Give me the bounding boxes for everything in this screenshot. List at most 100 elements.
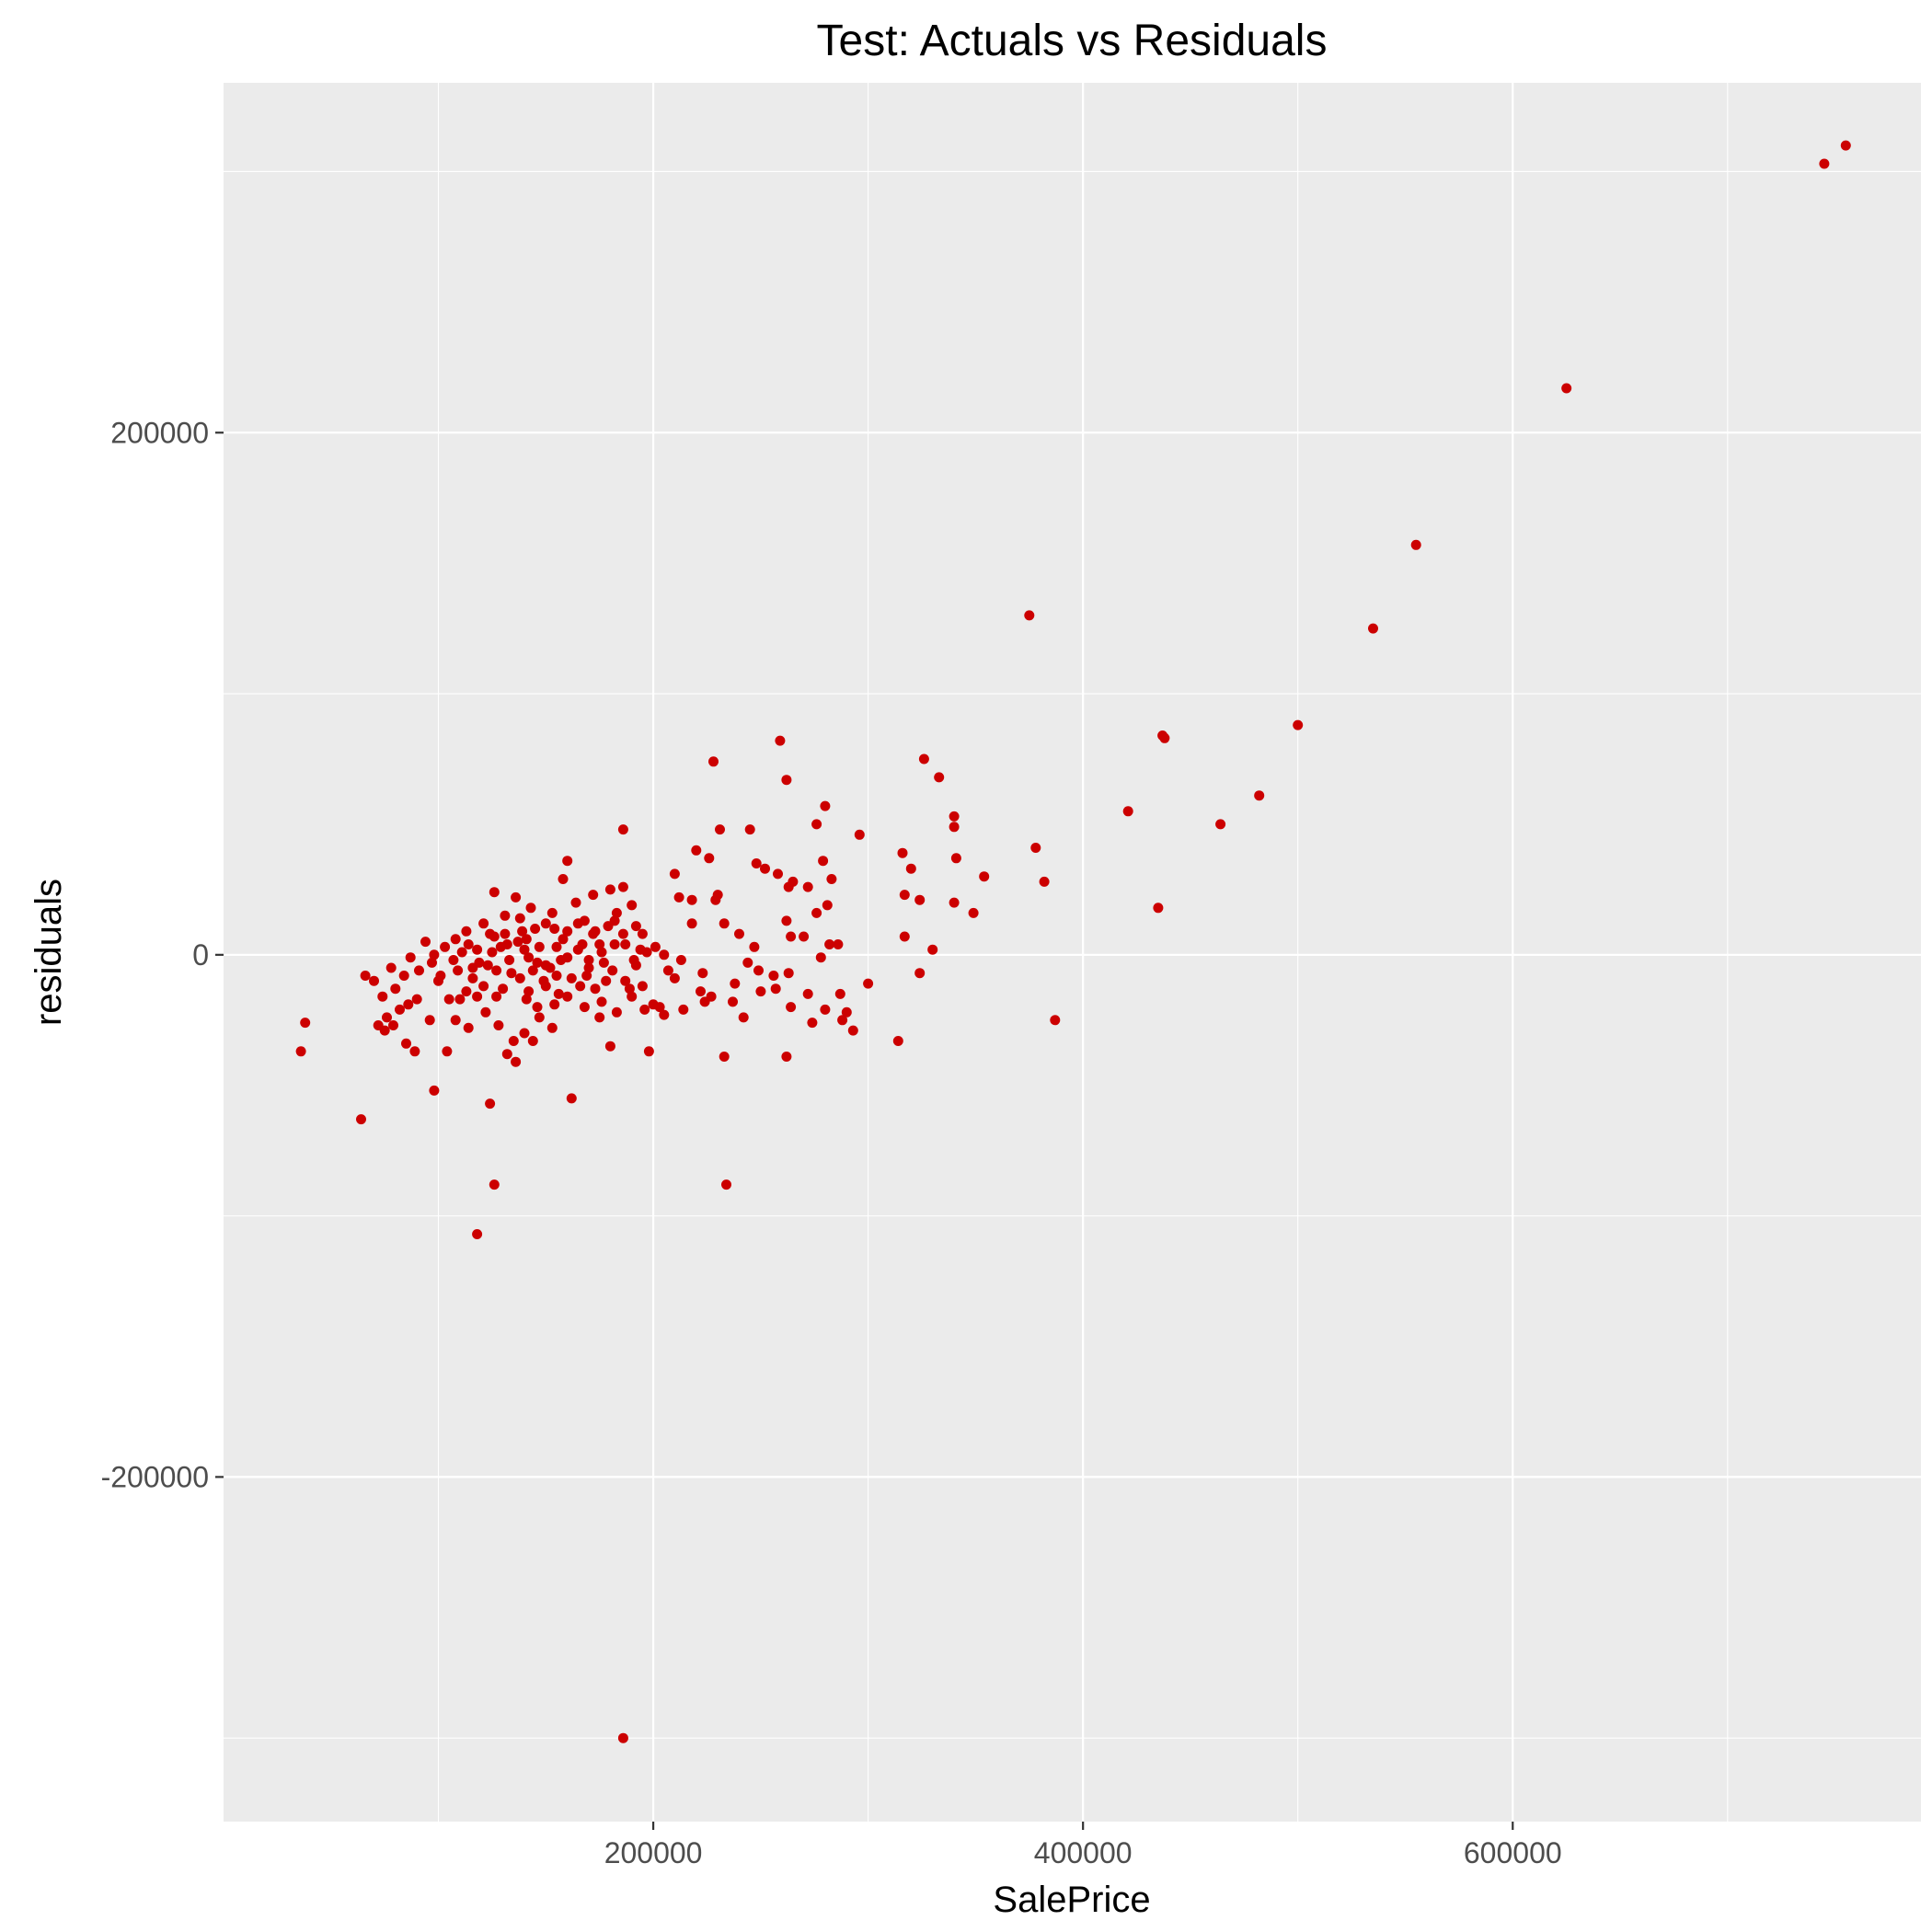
data-point <box>815 952 826 963</box>
data-point <box>753 965 764 976</box>
data-point <box>601 975 612 986</box>
data-point <box>744 824 755 835</box>
data-point <box>786 1002 797 1013</box>
data-point <box>1561 383 1572 394</box>
data-point <box>637 928 648 939</box>
data-point <box>802 988 813 999</box>
data-point <box>905 863 916 874</box>
data-point <box>551 971 562 981</box>
data-point <box>519 1028 530 1039</box>
data-point <box>512 937 523 948</box>
data-point <box>519 944 530 955</box>
data-point <box>500 928 511 939</box>
data-point <box>546 1022 558 1033</box>
data-point <box>581 971 592 981</box>
data-point <box>627 991 638 1002</box>
data-point <box>1254 790 1265 801</box>
data-point <box>738 1012 749 1023</box>
data-point <box>650 941 661 952</box>
data-point <box>442 1046 453 1057</box>
x-axis-title: SalePrice <box>993 1880 1150 1920</box>
data-point <box>686 918 697 929</box>
data-point <box>630 921 641 932</box>
data-point <box>491 965 502 976</box>
data-point <box>454 994 466 1005</box>
data-point <box>414 965 424 976</box>
data-point <box>897 847 908 858</box>
data-point <box>534 1012 545 1023</box>
data-point <box>979 871 990 882</box>
data-point <box>424 1015 435 1026</box>
data-point <box>558 874 569 884</box>
data-point <box>411 994 422 1005</box>
data-point <box>604 1041 615 1052</box>
data-point <box>715 824 725 835</box>
data-point <box>639 1004 650 1015</box>
data-point <box>532 1002 543 1013</box>
data-point <box>485 928 496 939</box>
data-point <box>594 939 605 949</box>
data-point <box>781 1052 792 1062</box>
data-point <box>420 937 431 948</box>
data-point <box>611 907 622 918</box>
data-point <box>914 968 926 979</box>
data-point <box>899 931 910 942</box>
data-point <box>1215 819 1226 830</box>
data-point <box>453 965 464 976</box>
data-point <box>435 971 446 981</box>
data-point <box>617 1732 628 1743</box>
data-point <box>409 1046 420 1057</box>
data-point <box>549 924 560 934</box>
data-point <box>390 983 401 995</box>
data-point <box>579 1002 590 1013</box>
data-point <box>807 1018 818 1029</box>
data-point <box>295 1046 306 1057</box>
data-point <box>811 907 822 918</box>
data-point <box>847 1025 858 1036</box>
data-point <box>527 965 538 976</box>
data-point <box>669 972 680 983</box>
data-point <box>1030 843 1041 853</box>
data-point <box>594 1012 605 1023</box>
data-point <box>590 983 601 995</box>
data-point <box>566 1093 577 1104</box>
data-point <box>450 934 461 945</box>
data-point <box>1039 876 1050 887</box>
data-point <box>802 881 813 892</box>
data-point <box>478 918 489 929</box>
data-point <box>534 941 545 952</box>
data-point <box>686 894 697 905</box>
data-point <box>558 934 569 945</box>
y-tick-label: -200000 <box>101 1460 209 1493</box>
data-point <box>472 944 483 955</box>
data-point <box>1024 610 1035 621</box>
data-point <box>398 971 409 981</box>
data-point <box>620 975 631 986</box>
data-point <box>553 988 564 999</box>
data-point <box>356 1114 366 1125</box>
data-point <box>521 934 532 945</box>
data-point <box>504 955 515 965</box>
data-point <box>511 1056 522 1067</box>
data-point <box>824 939 835 949</box>
data-point <box>1050 1015 1061 1026</box>
y-tick-label: 200000 <box>110 416 209 449</box>
data-point <box>572 918 583 929</box>
data-point <box>523 952 535 963</box>
data-point <box>300 1018 311 1029</box>
data-point <box>617 824 628 835</box>
data-point <box>493 1020 504 1030</box>
major-gridlines <box>224 83 1921 1822</box>
data-point <box>775 735 786 746</box>
data-point <box>654 1002 665 1013</box>
data-point <box>527 1036 538 1046</box>
data-point <box>826 874 837 884</box>
data-point <box>617 881 628 892</box>
data-point <box>755 986 766 997</box>
data-point <box>918 753 929 765</box>
data-point <box>678 1004 689 1015</box>
data-point <box>472 991 483 1002</box>
data-point <box>742 957 753 968</box>
data-point <box>521 994 532 1005</box>
data-point <box>659 949 670 960</box>
